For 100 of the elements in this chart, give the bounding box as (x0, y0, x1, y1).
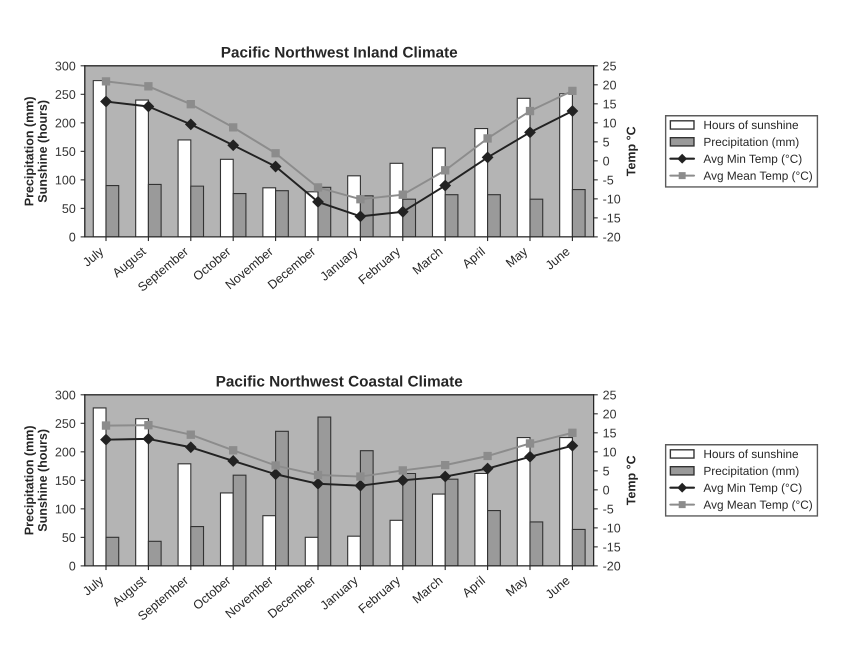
point (482, 462, 494, 474)
y2-tick-label: 10 (604, 118, 616, 128)
y2-tick-label: 20 (603, 80, 616, 90)
point (526, 106, 534, 116)
point (354, 210, 366, 222)
y-tick-label: 150 (56, 476, 76, 485)
point (440, 470, 451, 482)
point (100, 96, 112, 108)
point (566, 105, 578, 117)
point (270, 468, 282, 480)
point (186, 100, 195, 108)
y2-axis-title: Temp °C (626, 456, 638, 506)
legend-label: Avg Mean Temp (°C) (703, 500, 812, 512)
point (483, 134, 492, 143)
y2-tick-label: 25 (603, 62, 616, 70)
point (185, 442, 196, 453)
point (441, 460, 450, 470)
y-tick-label: 250 (56, 419, 76, 428)
y2-tick-label: -10 (603, 194, 620, 204)
point (524, 126, 536, 138)
point (356, 195, 365, 204)
legend-label: Avg Mean Temp (°C) (703, 171, 812, 182)
point (398, 190, 407, 199)
x-tick-label: May (506, 246, 530, 270)
x-tick-label: June (544, 576, 570, 600)
point (185, 118, 196, 130)
y2-tick-label: -20 (603, 562, 620, 571)
legend-label: Precipitation (mm) (704, 466, 798, 478)
point (229, 123, 238, 132)
point (144, 82, 153, 90)
point (228, 455, 239, 467)
x-tick-label: July (82, 246, 106, 269)
point (526, 439, 534, 448)
point (356, 472, 365, 481)
y2-tick-label: -5 (603, 176, 614, 185)
point (397, 474, 408, 486)
y2-tick-label: 25 (603, 390, 616, 400)
y-tick-label: 0 (69, 232, 76, 242)
y-tick-label: 0 (69, 562, 76, 571)
legend-label: Avg Min Temp (°C) (703, 483, 802, 494)
y2-tick-label: 20 (603, 410, 616, 418)
chart-title: Pacific Northwest Inland Climate (222, 46, 458, 58)
y-tick-label: 50 (62, 204, 76, 214)
point (566, 440, 578, 452)
y2-tick-label: 10 (604, 448, 616, 456)
point (271, 149, 280, 158)
point (314, 183, 322, 192)
y-tick-label: 150 (56, 147, 76, 156)
point (270, 160, 282, 172)
point (102, 77, 110, 86)
y-tick-label: 300 (55, 390, 76, 400)
y2-tick-label: 15 (604, 100, 616, 108)
legend-label: Avg Min Temp (°C) (703, 154, 802, 166)
point (142, 433, 154, 445)
y-axis-title: Precipitation (mm) Sunshine (hours) (24, 426, 50, 534)
y2-tick-label: 5 (603, 466, 610, 476)
legend-label: Precipitation (mm) (704, 137, 798, 148)
point (568, 428, 577, 437)
chart-title: Pacific Northwest Coastal Climate (216, 375, 462, 387)
point (440, 180, 451, 192)
point (228, 140, 239, 151)
point (397, 206, 408, 218)
y-tick-label: 200 (56, 118, 76, 128)
point (102, 421, 110, 430)
point (482, 152, 494, 164)
x-tick-label: May (506, 575, 530, 598)
y2-tick-label: -15 (603, 542, 620, 552)
y-tick-label: 100 (56, 504, 76, 514)
y2-tick-label: 5 (603, 138, 610, 146)
y2-axis-title: Temp °C (626, 126, 638, 176)
point (441, 166, 450, 175)
point (524, 451, 536, 462)
y2-tick-label: -10 (603, 524, 620, 533)
point (312, 478, 324, 490)
y2-tick-label: -5 (603, 504, 614, 514)
point (398, 466, 407, 475)
point (354, 480, 366, 492)
y-tick-label: 300 (55, 62, 76, 70)
y2-tick-label: 0 (603, 486, 610, 494)
y-axis-title: Precipitation (mm) Sunshine (hours) (24, 97, 50, 206)
point (186, 430, 195, 439)
point (568, 86, 577, 96)
x-tick-label: June (544, 246, 570, 270)
y2-tick-label: 0 (603, 156, 610, 166)
point (100, 434, 112, 446)
y-tick-label: 200 (56, 448, 76, 456)
y2-tick-label: 15 (604, 428, 616, 438)
y-tick-label: 50 (62, 533, 76, 542)
point (312, 196, 324, 208)
point (271, 461, 280, 470)
point (229, 446, 238, 454)
point (144, 421, 153, 430)
x-tick-label: July (82, 574, 106, 598)
point (142, 100, 154, 112)
y-tick-label: 250 (56, 90, 76, 99)
y2-tick-label: -20 (603, 232, 620, 242)
y2-tick-label: -15 (603, 214, 620, 223)
y-tick-label: 100 (56, 176, 76, 185)
legend-label: Hours of sunshine (704, 449, 798, 458)
legend-label: Hours of sunshine (704, 120, 798, 130)
